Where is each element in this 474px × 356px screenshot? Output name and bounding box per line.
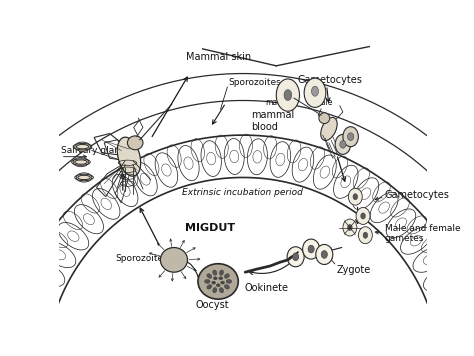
Ellipse shape (304, 78, 326, 108)
Ellipse shape (213, 270, 217, 275)
Ellipse shape (321, 251, 328, 258)
Ellipse shape (316, 245, 333, 265)
Ellipse shape (363, 232, 368, 238)
Ellipse shape (353, 194, 357, 200)
Ellipse shape (358, 227, 373, 244)
Ellipse shape (361, 213, 365, 219)
Ellipse shape (276, 79, 300, 111)
Ellipse shape (76, 173, 92, 182)
Ellipse shape (343, 127, 358, 147)
Text: Mammal skin: Mammal skin (185, 52, 251, 62)
Text: male: male (265, 98, 284, 107)
Text: MIGDUT: MIGDUT (185, 222, 236, 232)
Text: Ookinete: Ookinete (245, 283, 289, 293)
Text: female: female (307, 98, 334, 107)
Ellipse shape (73, 157, 89, 167)
Ellipse shape (75, 142, 90, 151)
Text: mammal
blood: mammal blood (251, 110, 295, 132)
Ellipse shape (292, 253, 299, 261)
Ellipse shape (284, 90, 292, 100)
Ellipse shape (321, 117, 337, 141)
Ellipse shape (212, 281, 216, 284)
Text: Zygote: Zygote (337, 265, 371, 275)
Ellipse shape (207, 285, 212, 289)
Ellipse shape (226, 279, 232, 283)
Text: Oocyst: Oocyst (196, 299, 229, 309)
Text: Male and female
gametes: Male and female gametes (385, 224, 460, 244)
Ellipse shape (198, 264, 238, 299)
Ellipse shape (216, 284, 220, 287)
Ellipse shape (224, 285, 229, 289)
Ellipse shape (348, 188, 362, 205)
Ellipse shape (205, 279, 210, 283)
Ellipse shape (335, 134, 351, 155)
Ellipse shape (224, 274, 229, 278)
Ellipse shape (220, 281, 225, 284)
Ellipse shape (340, 141, 346, 148)
Text: Extrinsic incubation period: Extrinsic incubation period (182, 188, 303, 197)
Ellipse shape (308, 245, 314, 253)
Ellipse shape (287, 247, 304, 267)
Ellipse shape (213, 288, 217, 293)
Text: Gametocytes: Gametocytes (298, 75, 363, 85)
Text: Sporozoites: Sporozoites (228, 78, 281, 87)
Ellipse shape (356, 208, 370, 224)
Text: Sporozoites: Sporozoites (115, 254, 168, 263)
Ellipse shape (117, 137, 141, 176)
Ellipse shape (347, 224, 352, 231)
Ellipse shape (302, 239, 319, 259)
Text: Salivary glands: Salivary glands (61, 146, 130, 155)
Ellipse shape (311, 86, 319, 96)
Text: Gametocytes: Gametocytes (385, 190, 450, 200)
Ellipse shape (128, 136, 143, 150)
Ellipse shape (219, 288, 224, 293)
Ellipse shape (207, 274, 212, 278)
Ellipse shape (213, 277, 217, 280)
Ellipse shape (219, 277, 223, 280)
Ellipse shape (219, 270, 224, 275)
Ellipse shape (347, 133, 354, 141)
Ellipse shape (319, 113, 330, 124)
Ellipse shape (343, 219, 357, 236)
Ellipse shape (160, 247, 188, 272)
